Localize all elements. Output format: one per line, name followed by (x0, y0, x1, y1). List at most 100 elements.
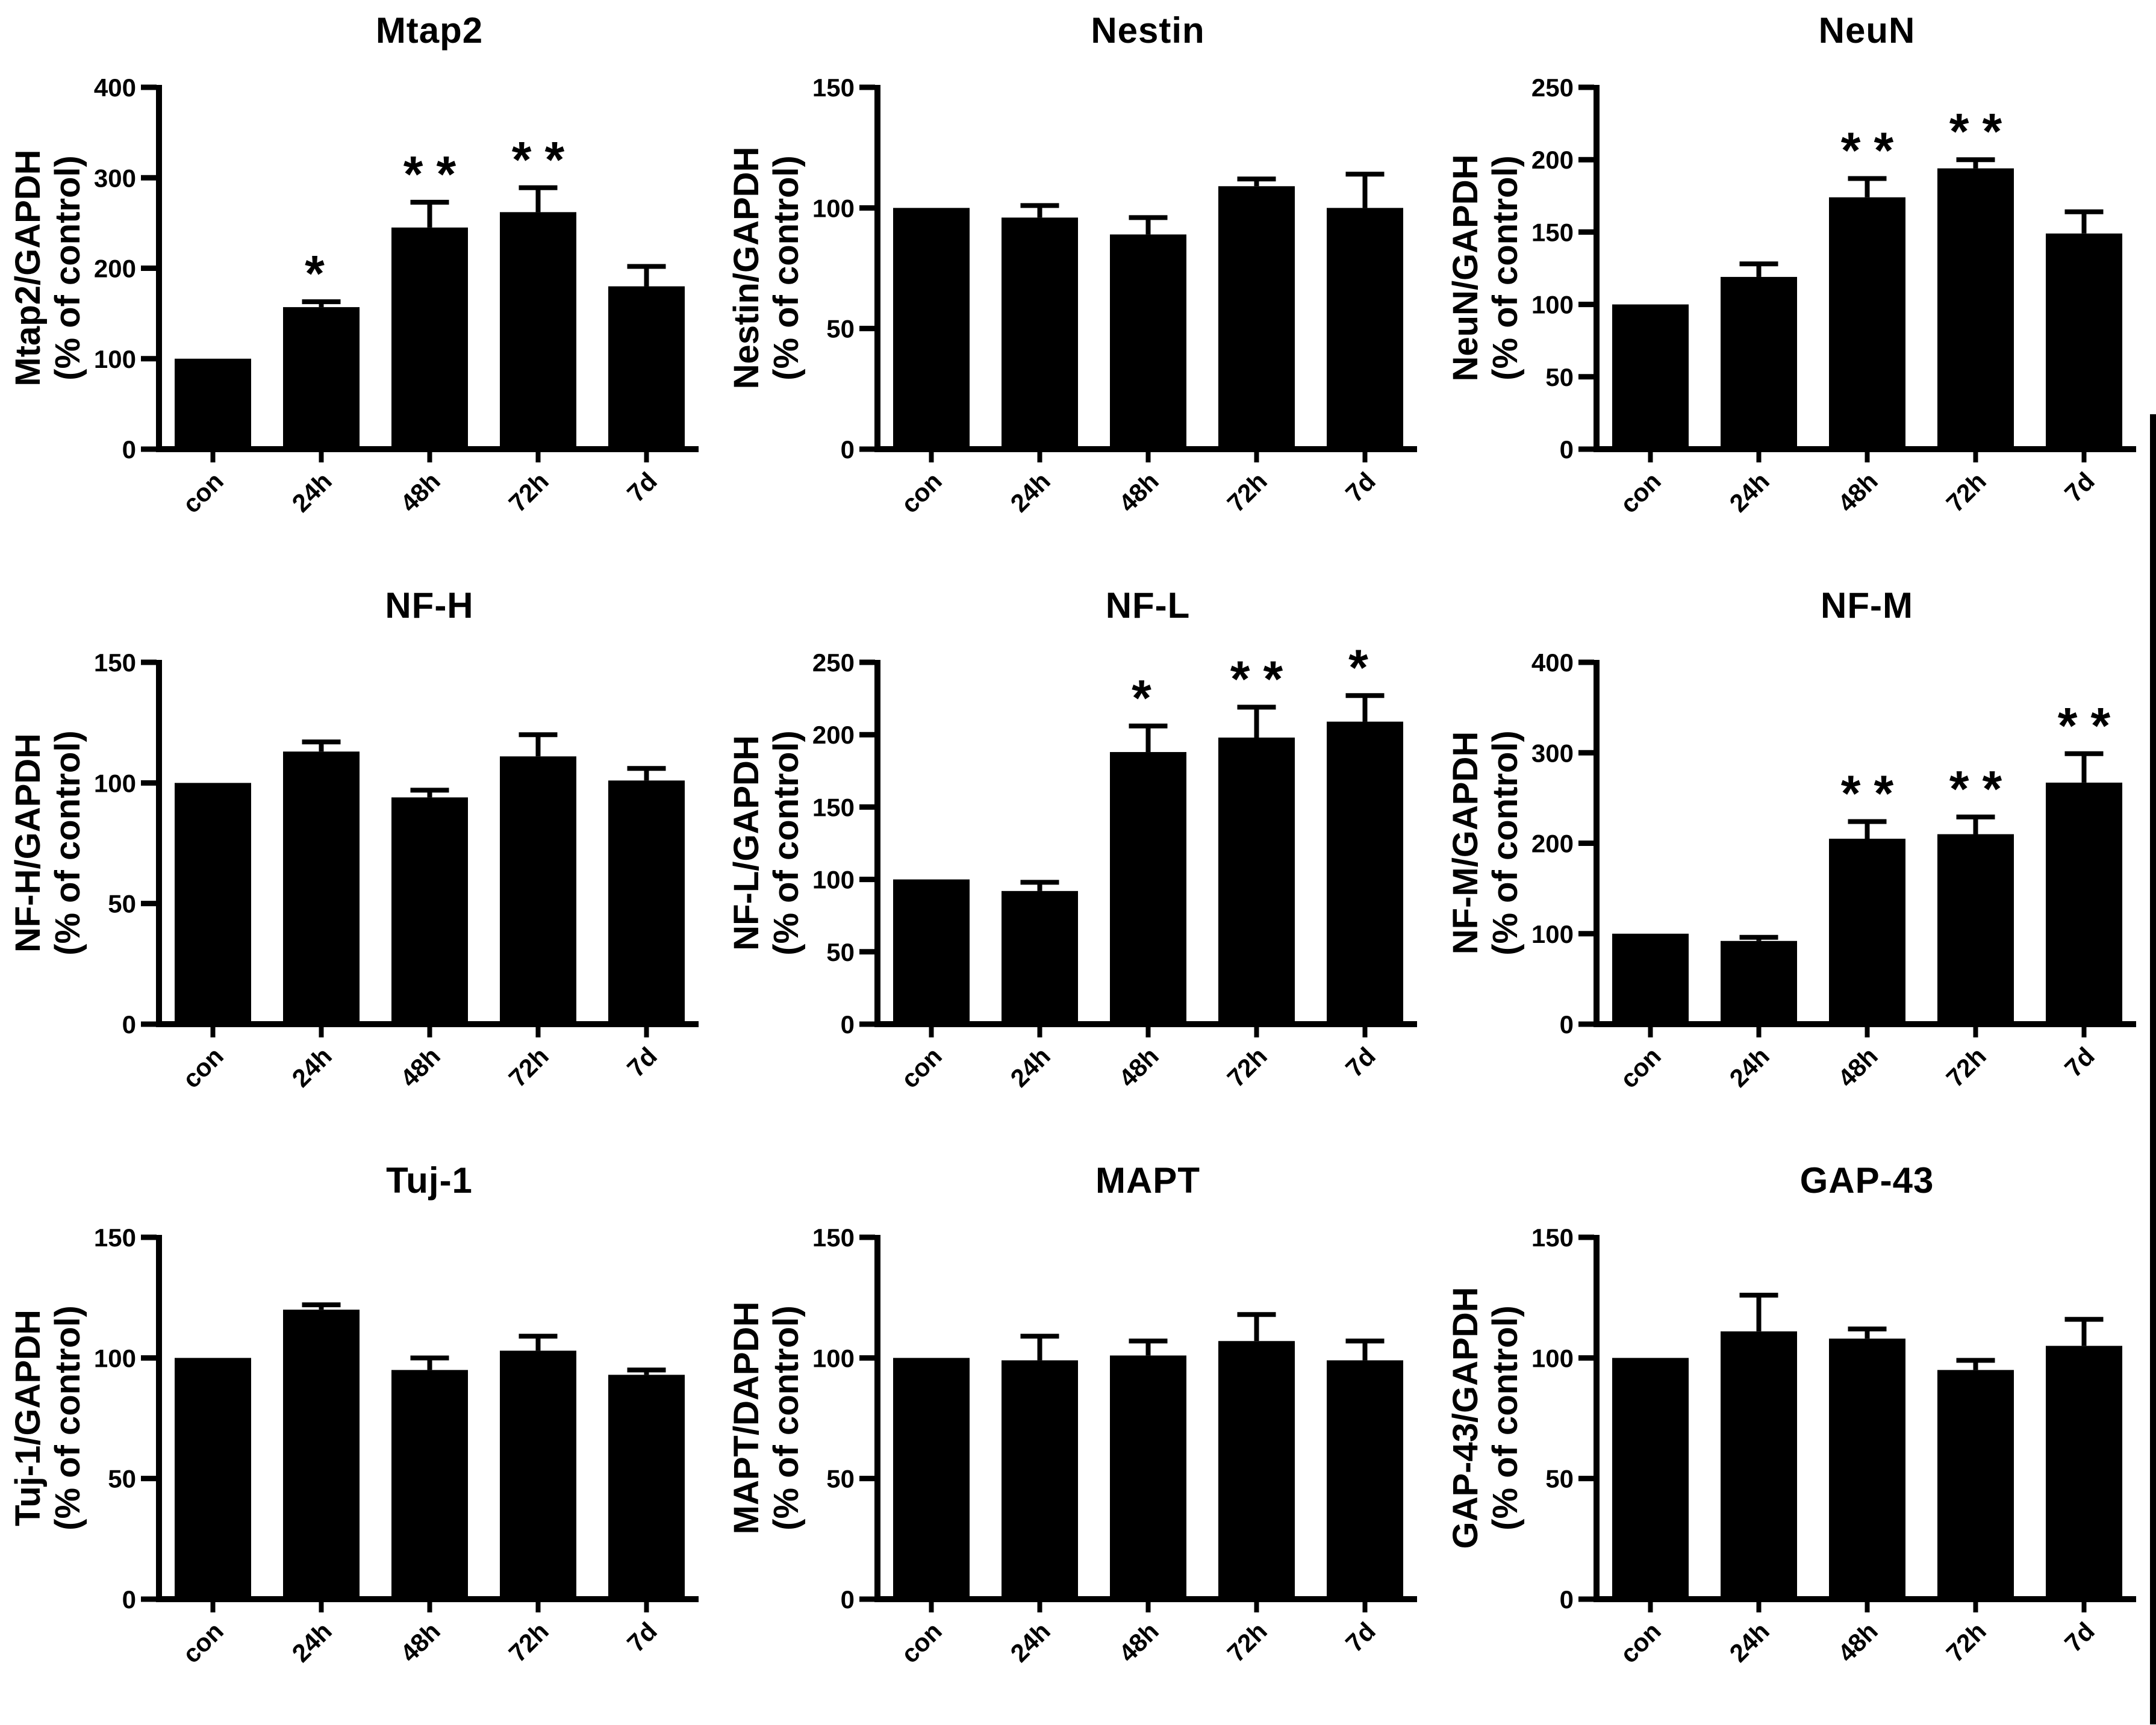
y-axis-label-line2: (% of control) (48, 730, 87, 956)
bar (1612, 933, 1689, 1024)
bar-chart-svg: con 24h ** 48h ** 72h ** 7d 0 100 200 300 400 NF-M/GA… (1446, 648, 2136, 1093)
significance-asterisks: ** (1230, 651, 1296, 707)
bar (1721, 1331, 1797, 1599)
y-tick-label: 100 (94, 769, 136, 797)
significance-asterisks: * (1132, 670, 1165, 726)
x-tick-label: 72h (503, 1617, 553, 1667)
x-tick-label: 48h (1113, 1042, 1164, 1092)
x-tick-label: con (177, 1042, 229, 1093)
bar (1327, 1360, 1403, 1599)
bar-chart-svg: con * 24h ** 48h ** 72h 7d 0 100 200 300 400 Mtap2/GA… (8, 73, 699, 518)
y-tick-label: 50 (1545, 1465, 1574, 1493)
bar (1829, 1338, 1905, 1599)
y-tick-label: 150 (94, 648, 136, 677)
bar (893, 879, 970, 1024)
x-tick-label: 48h (394, 467, 445, 517)
x-tick-label: con (896, 1617, 947, 1668)
x-tick-label: 72h (1940, 1042, 1991, 1092)
chart-panel-nfl: NF-L con 24h * 48h ** 72h * 7d 0 50 100 150 200 250 NF… (718, 575, 1438, 1150)
y-axis-label-line2: (% of control) (767, 155, 806, 381)
y-tick-label: 400 (94, 73, 136, 102)
x-tick-label: con (177, 1617, 229, 1668)
x-tick-label: 24h (286, 467, 337, 517)
x-tick-label: 72h (1940, 467, 1991, 517)
x-tick-label: 72h (1940, 1617, 1991, 1667)
y-tick-label: 0 (841, 1585, 855, 1614)
y-tick-label: 50 (108, 1465, 136, 1493)
y-axis-label-line1: NeuN/GAPDH (1446, 154, 1485, 381)
y-tick-label: 300 (1531, 739, 1574, 767)
y-tick-label: 0 (122, 1010, 136, 1039)
y-tick-label: 100 (812, 194, 855, 222)
x-tick-label: 72h (1221, 467, 1272, 517)
chart-panel-nestin: Nestin con 24h 48h 72h 7d 0 50 100 150 Nestin/GAP… (718, 0, 1438, 575)
y-tick-label: 100 (812, 1344, 855, 1372)
y-tick-label: 200 (812, 721, 855, 749)
y-tick-label: 150 (812, 1223, 855, 1252)
bar (1829, 197, 1905, 449)
x-tick-label: 72h (1221, 1042, 1272, 1092)
y-axis-label-line1: NF-L/GAPDH (727, 735, 766, 951)
significance-asterisks: ** (1949, 760, 2015, 817)
bar (1937, 834, 2014, 1024)
y-axis-label-line1: NF-H/GAPDH (8, 733, 48, 953)
x-tick-label: 24h (286, 1042, 337, 1092)
bar (283, 307, 360, 449)
x-tick-label: con (1615, 1042, 1666, 1093)
chart-panel-nfm: NF-M con 24h ** 48h ** 72h ** 7d 0 100 200 300 400 NF… (1438, 575, 2156, 1150)
y-tick-label: 100 (1531, 1344, 1574, 1372)
bar (1612, 1358, 1689, 1599)
y-tick-label: 300 (94, 164, 136, 192)
significance-asterisks: ** (2058, 697, 2123, 754)
x-tick-label: 7d (622, 467, 662, 508)
x-tick-label: 48h (1113, 467, 1164, 517)
bar-chart-svg: con 24h 48h 72h 7d 0 50 100 150 NF-H/GAPDH (% of c… (8, 648, 699, 1093)
bar (175, 783, 251, 1024)
y-tick-label: 200 (1531, 146, 1574, 174)
significance-asterisks: ** (1949, 103, 2015, 160)
y-axis-label-line2: (% of control) (48, 155, 87, 381)
bar (893, 1358, 970, 1599)
y-tick-label: 0 (1560, 435, 1574, 464)
x-tick-label: 48h (1832, 467, 1883, 517)
bar (391, 227, 468, 449)
bar (1110, 1355, 1186, 1599)
significance-asterisks: ** (403, 146, 469, 202)
x-tick-label: 7d (622, 1042, 662, 1083)
y-tick-label: 150 (1531, 218, 1574, 246)
bar (391, 797, 468, 1024)
bar (1218, 186, 1295, 449)
chart-panel-mtap2: Mtap2 con * 24h ** 48h ** 72h 7d 0 100 200 300 400 Mt… (0, 0, 718, 575)
bar-chart-svg: con 24h 48h 72h 7d 0 50 100 150 MAPT/DAPDH (% of c… (727, 1223, 1417, 1668)
x-tick-label: 24h (1005, 467, 1055, 517)
y-tick-label: 0 (122, 435, 136, 464)
chart-panel-mapt: MAPT con 24h 48h 72h 7d 0 50 100 150 MAPT/DAPDH (%… (718, 1150, 1438, 1724)
y-axis-label-line2: (% of control) (1486, 730, 1525, 956)
x-tick-label: con (1615, 467, 1666, 518)
bar (1327, 721, 1403, 1024)
x-tick-label: 7d (622, 1617, 662, 1658)
bar (1002, 1360, 1078, 1599)
y-tick-label: 100 (1531, 920, 1574, 948)
y-tick-label: 200 (94, 255, 136, 283)
x-tick-label: 24h (1005, 1042, 1055, 1092)
bar (1612, 304, 1689, 449)
chart-panel-gap43: GAP-43 con 24h 48h 72h 7d 0 50 100 150 GAP-43/GAP… (1438, 1150, 2156, 1724)
significance-asterisks: * (1348, 639, 1382, 695)
x-tick-label: 24h (286, 1617, 337, 1667)
x-tick-label: 24h (1005, 1617, 1055, 1667)
y-tick-label: 50 (1545, 363, 1574, 391)
x-tick-label: 48h (1832, 1617, 1883, 1667)
bar (1110, 234, 1186, 449)
y-tick-label: 50 (826, 315, 855, 343)
bar (608, 286, 685, 449)
y-tick-label: 100 (94, 345, 136, 373)
bar (175, 358, 251, 449)
stray-axis-artifact-line (2150, 414, 2156, 1724)
y-axis-label-line2: (% of control) (1486, 155, 1525, 381)
bar (500, 1350, 576, 1599)
y-tick-label: 0 (1560, 1585, 1574, 1614)
y-axis-label-line1: Nestin/GAPDH (727, 147, 766, 390)
y-tick-label: 150 (812, 73, 855, 102)
